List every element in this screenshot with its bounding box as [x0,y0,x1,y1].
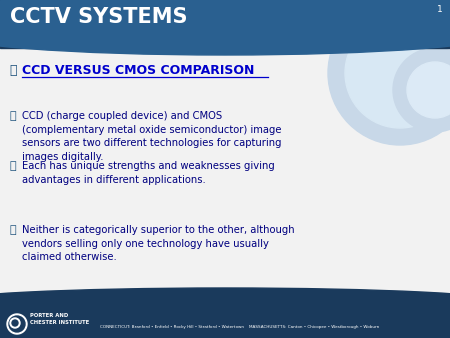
Text: Ⓠ: Ⓠ [10,111,16,121]
Text: CCD VERSUS CMOS COMPARISON: CCD VERSUS CMOS COMPARISON [22,64,254,76]
Ellipse shape [0,288,450,316]
Circle shape [9,316,25,332]
Bar [0,302,450,338]
Circle shape [10,318,20,328]
Ellipse shape [0,11,450,55]
Circle shape [407,62,450,118]
Circle shape [393,48,450,132]
Text: CCD (charge coupled device) and CMOS
(complementary metal oxide semiconductor) i: CCD (charge coupled device) and CMOS (co… [22,111,282,162]
Text: CCTV SYSTEMS: CCTV SYSTEMS [10,7,188,27]
Text: PORTER AND
CHESTER INSTITUTE: PORTER AND CHESTER INSTITUTE [30,313,89,325]
Text: Each has unique strengths and weaknesses giving
advantages in different applicat: Each has unique strengths and weaknesses… [22,161,275,185]
Text: CONNECTICUT: Branford • Enfield • Rocky Hill • Stratford • Watertown    MASSACHU: CONNECTICUT: Branford • Enfield • Rocky … [100,325,380,329]
Text: Ⓠ: Ⓠ [9,64,17,76]
Bar [0,0,450,48]
Circle shape [328,1,450,145]
Text: Neither is categorically superior to the other, although
vendors selling only on: Neither is categorically superior to the… [22,225,295,262]
Circle shape [12,320,18,326]
Text: Ⓠ: Ⓠ [10,225,16,235]
Text: Ⓠ: Ⓠ [10,161,16,171]
Circle shape [345,18,450,128]
Bar [0,0,450,33]
Text: 1: 1 [437,5,443,14]
Circle shape [7,314,27,334]
